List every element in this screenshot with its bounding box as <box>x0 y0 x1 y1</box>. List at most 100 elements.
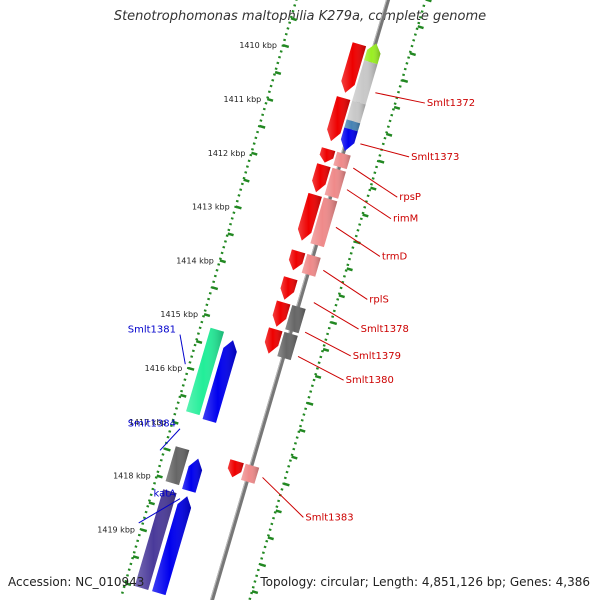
label-leader <box>179 334 186 365</box>
ruler-inner-tick <box>235 205 242 210</box>
scale-tick-label: 1418 kbp <box>113 472 151 481</box>
gene-feature <box>352 60 378 105</box>
gene-feature <box>186 327 224 416</box>
label-leader <box>159 428 181 451</box>
ruler-outer-tick <box>346 267 353 272</box>
gene-label: Smlt1372 <box>427 98 475 109</box>
ruler-outer-tick <box>330 321 338 326</box>
gene-label: Smlt1383 <box>305 512 353 523</box>
gene-label: Smlt1378 <box>361 324 409 335</box>
ruler-outer-tick <box>283 482 290 487</box>
scale-tick-label: 1419 kbp <box>97 525 135 534</box>
accession-text: Accession: NC_010943 <box>8 575 145 589</box>
ruler-outer-line <box>248 4 426 600</box>
ruler-inner-tick <box>195 339 203 345</box>
feature-layer <box>134 42 381 596</box>
ruler-outer-tick <box>267 536 274 541</box>
gene-feature <box>346 100 366 124</box>
gene-feature <box>182 458 203 493</box>
ruler-outer-tick <box>314 374 322 379</box>
gene-feature <box>202 340 237 423</box>
gene-feature <box>341 42 367 93</box>
ruler-inner-tick <box>180 393 187 398</box>
gene-feature <box>340 127 358 151</box>
ruler-outer-tick <box>291 455 298 460</box>
scale-tick-label: 1412 kbp <box>208 149 246 158</box>
gene-feature <box>165 446 190 486</box>
ruler-outer-tick <box>370 186 377 191</box>
ruler-inner-tick <box>266 97 274 102</box>
ruler-inner-tick <box>219 259 227 264</box>
label-leader <box>313 302 359 330</box>
ruler-outer-tick <box>306 401 314 406</box>
gene-feature <box>280 276 298 300</box>
ruler-layer: 1410 kbp 1411 kbp 1412 kbp 1413 kbp 1414 kbp… <box>97 0 432 600</box>
label-leader <box>138 498 181 524</box>
gene-feature <box>152 496 192 596</box>
label-leader <box>353 167 398 198</box>
ruler-outer-tick <box>299 428 306 433</box>
ruler-inner-tick <box>227 232 234 237</box>
ruler-inner-tick <box>187 366 195 371</box>
scale-tick-label: 1410 kbp <box>239 41 277 50</box>
scale-tick-label: 1413 kbp <box>192 203 230 212</box>
label-leader <box>304 331 351 357</box>
scale-tick-label: 1416 kbp <box>145 364 183 373</box>
gene-label: Smlt1373 <box>411 152 459 163</box>
ruler-outer-tick <box>393 105 401 110</box>
label-leader <box>335 226 381 257</box>
gene-label: Smlt1384 <box>128 419 176 430</box>
gene-feature <box>134 489 177 590</box>
gene-label: Smlt1380 <box>346 375 394 386</box>
ruler-inner-tick <box>164 447 171 452</box>
gene-label: rpsP <box>399 192 421 203</box>
gene-feature <box>301 253 321 277</box>
ruler-inner-tick <box>172 420 179 425</box>
label-leader <box>360 143 410 158</box>
ruler-inner-tick <box>274 70 282 76</box>
gene-feature <box>297 192 322 241</box>
ruler-outer-tick <box>275 509 282 514</box>
gene-feature <box>319 147 336 163</box>
ruler-inner-tick <box>156 474 163 479</box>
gene-feature <box>324 167 346 199</box>
label-leader <box>346 189 392 220</box>
ruler-outer-tick <box>417 25 424 30</box>
gene-feature <box>333 151 351 170</box>
ruler-outer-tick <box>338 294 345 299</box>
ruler-outer-tick <box>259 563 267 568</box>
ruler-inner-tick <box>124 582 132 587</box>
gene-feature <box>344 119 361 132</box>
label-leader <box>297 355 344 381</box>
ruler-inner-tick <box>282 44 290 49</box>
ruler-inner-tick <box>140 528 148 533</box>
ruler-outer-tick <box>401 78 409 84</box>
ruler-outer-tick <box>322 347 330 353</box>
label-layer: Smlt1372 Smlt1373 rpsP rimM trmD rplS Smlt1378… <box>128 92 475 524</box>
gene-feature <box>227 459 244 478</box>
ruler-inner-tick <box>251 151 258 156</box>
gene-feature <box>241 463 260 484</box>
ruler-inner-tick <box>259 124 266 129</box>
gene-label: Smlt1381 <box>128 325 176 336</box>
label-leader <box>262 477 304 518</box>
scale-tick-label: 1414 kbp <box>176 256 214 265</box>
gene-feature <box>364 43 381 65</box>
scale-tick-label: 1411 kbp <box>224 95 262 104</box>
ruler-inner-tick <box>243 178 250 183</box>
gene-label: rplS <box>369 294 389 305</box>
gene-feature <box>285 305 306 334</box>
gene-label: katA <box>153 489 176 500</box>
scale-tick-label: 1417 kbp <box>129 418 167 427</box>
ruler-outer-tick <box>385 132 393 137</box>
topology-text: Topology: circular; Length: 4,851,126 bp… <box>260 575 590 589</box>
map-title: Stenotrophomonas maltophilia K279a, comp… <box>113 9 487 24</box>
ruler-outer-tick <box>409 52 417 57</box>
scale-tick-label: 1415 kbp <box>160 310 198 319</box>
gene-feature <box>272 300 291 327</box>
gene-feature <box>310 197 338 248</box>
ruler-outer-tick <box>251 590 259 595</box>
ruler-inner-tick <box>132 555 140 560</box>
